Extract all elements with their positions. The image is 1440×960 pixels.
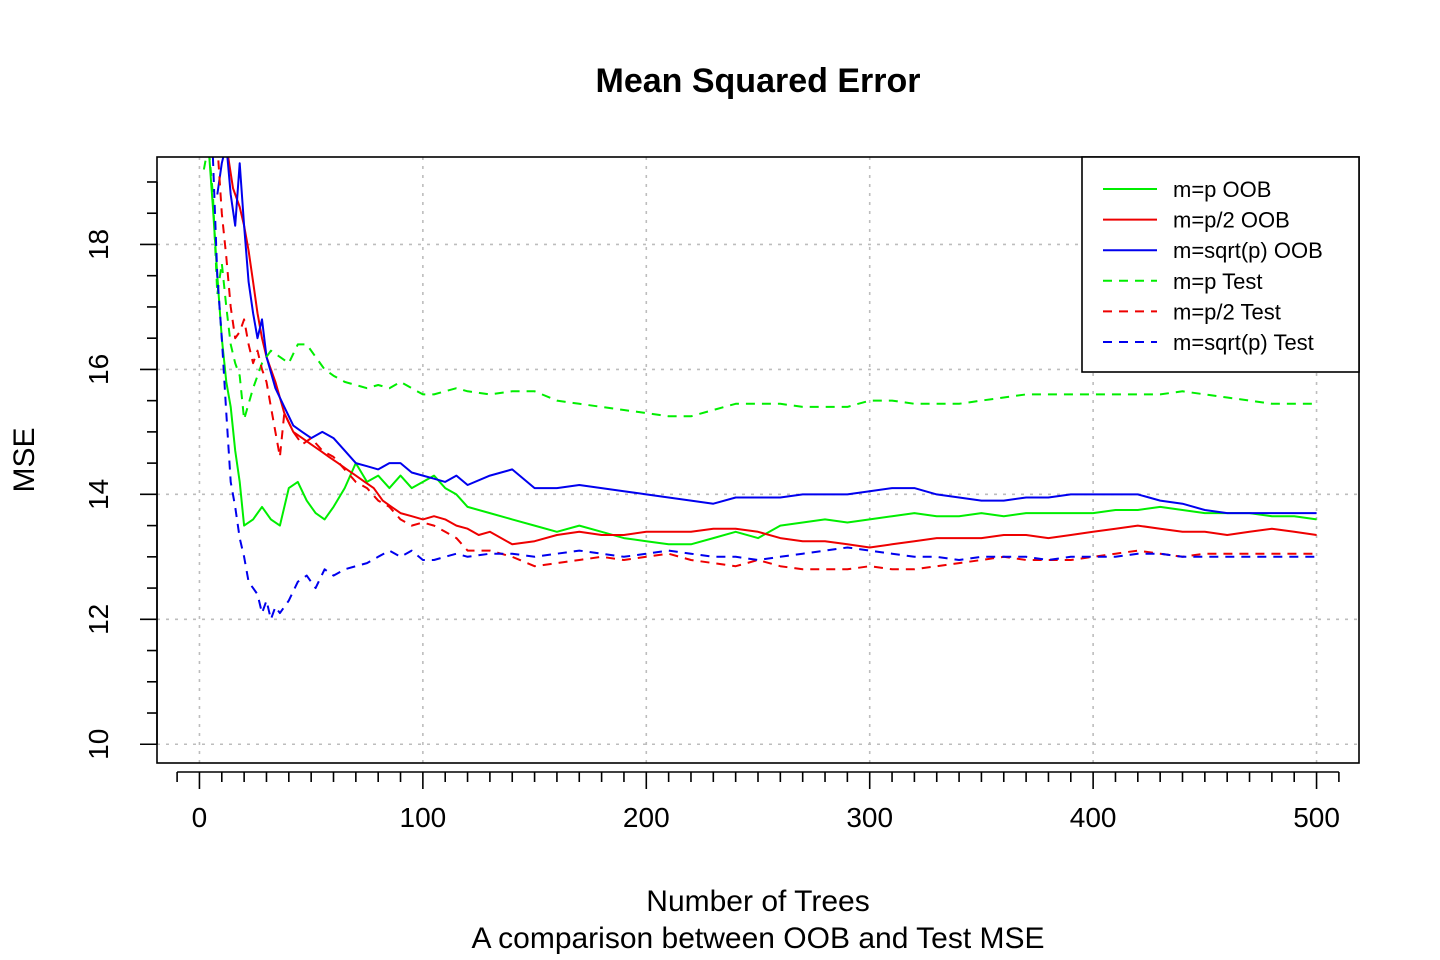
- legend-label: m=p/2 OOB: [1173, 208, 1290, 233]
- chart-subtitle: A comparison between OOB and Test MSE: [471, 922, 1044, 955]
- y-tick-label: 14: [83, 479, 114, 510]
- x-tick-label: 500: [1293, 802, 1340, 833]
- x-tick-label: 400: [1070, 802, 1117, 833]
- y-tick-label: 18: [83, 229, 114, 260]
- legend-label: m=p/2 Test: [1173, 299, 1281, 324]
- series-line-m-p-test: [202, 157, 1317, 421]
- series-line-m-p-2-test: [217, 157, 1317, 571]
- x-tick-label: 300: [846, 802, 893, 833]
- series-line-m-sqrt-p-test: [211, 157, 1317, 621]
- x-tick-label: 200: [623, 802, 670, 833]
- series-layer: [202, 157, 1317, 621]
- legend-label: m=sqrt(p) OOB: [1173, 238, 1323, 263]
- series-line-m-p-2-oob: [227, 157, 1317, 549]
- y-axis-title: MSE: [8, 427, 41, 492]
- legend-label: m=p OOB: [1173, 177, 1271, 202]
- x-tick-label: 0: [192, 802, 208, 833]
- series-line-m-p-oob: [208, 157, 1317, 546]
- x-tick-label: 100: [400, 802, 447, 833]
- chart-title: Mean Squared Error: [596, 62, 921, 100]
- x-axis: 0 100 200 300 400 500: [176, 771, 1340, 833]
- y-tick-label: 12: [83, 604, 114, 635]
- legend-label: m=sqrt(p) Test: [1173, 330, 1314, 355]
- legend: m=p OOB m=p/2 OOB m=sqrt(p) OOB m=p Test m=p…: [1081, 156, 1360, 373]
- x-axis-title: Number of Trees: [646, 885, 869, 918]
- y-tick-label: 10: [83, 729, 114, 760]
- y-tick-label: 16: [83, 354, 114, 385]
- legend-label: m=p Test: [1173, 269, 1262, 294]
- y-axis: 10 12 14 16 18: [83, 181, 158, 760]
- legend-box: [1081, 156, 1360, 373]
- series-line-m-sqrt-p-oob: [216, 157, 1317, 515]
